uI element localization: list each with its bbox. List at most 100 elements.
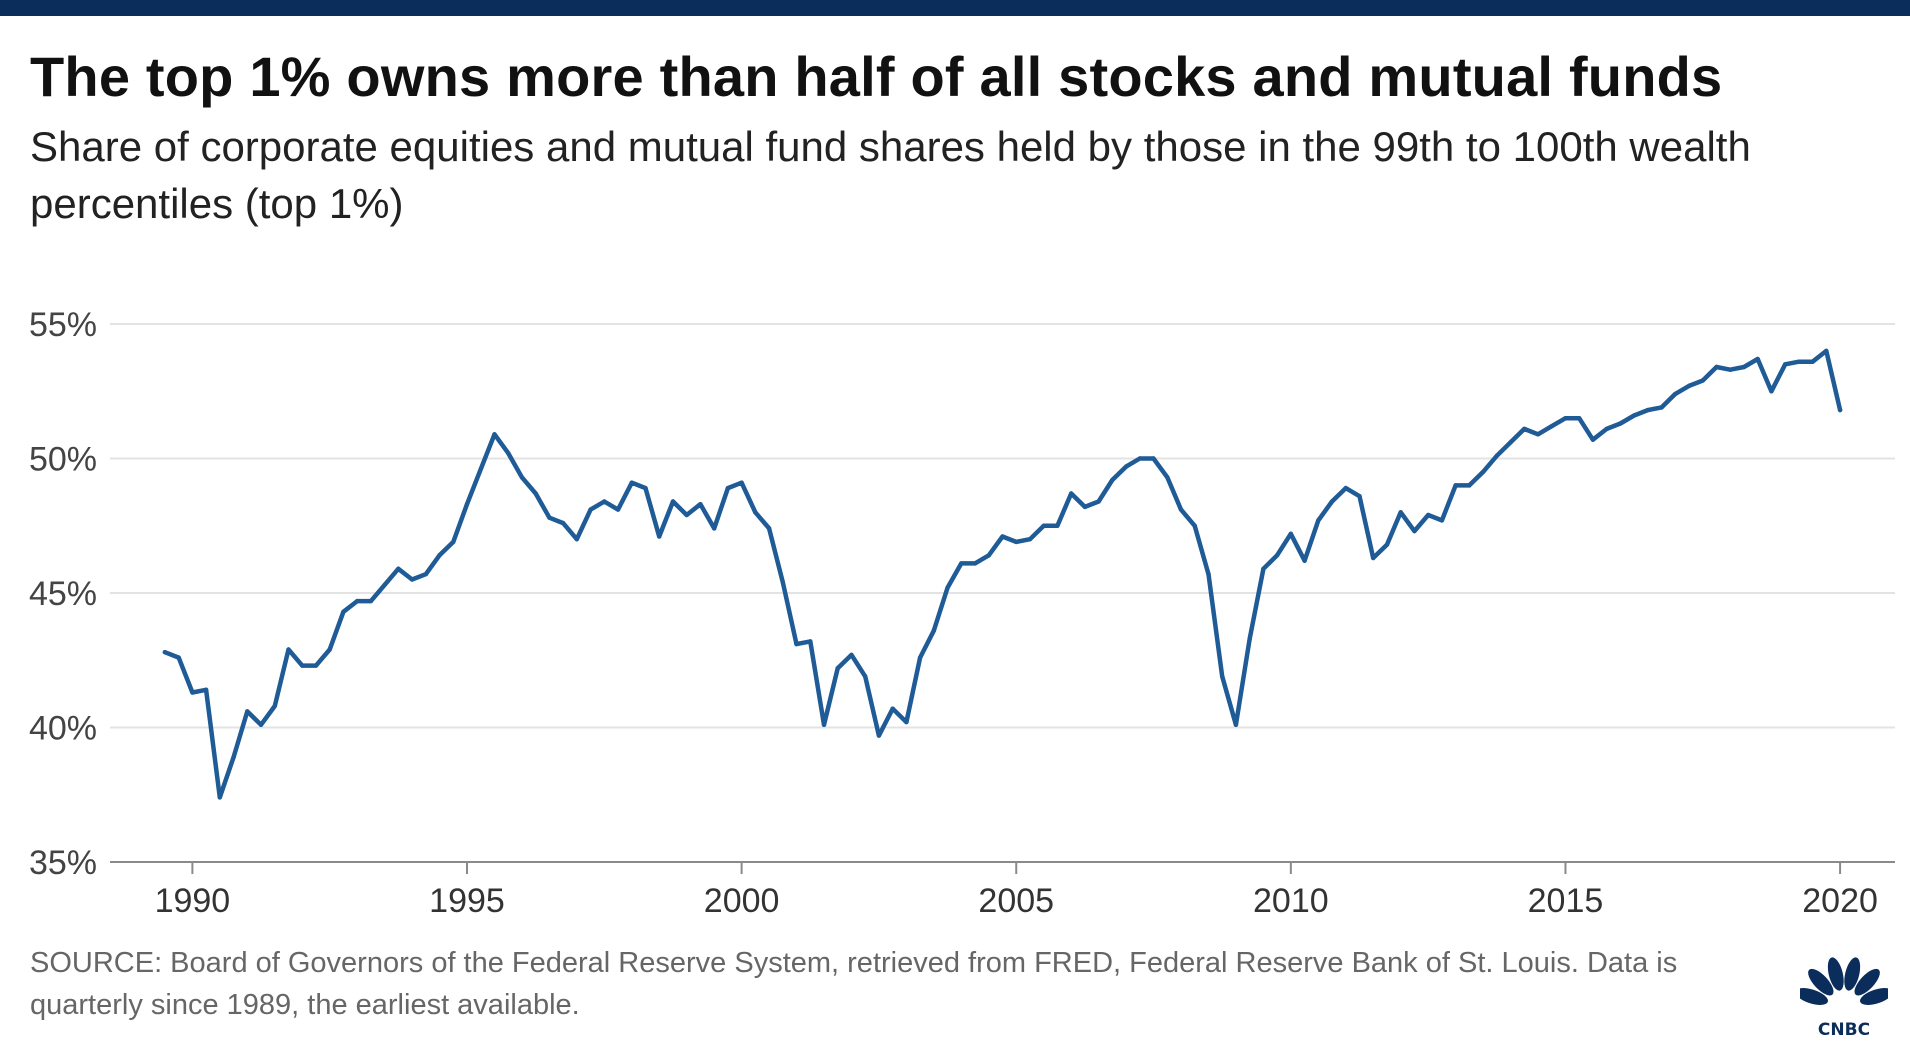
line-chart: 35% 40% 45% 50% 55% 1990 1995 2000 2005 2010 2015…: [29, 306, 1895, 920]
nbc-peacock-icon: [1800, 957, 1888, 1005]
data-point: [1384, 542, 1390, 547]
data-point: [1563, 416, 1568, 421]
data-point: [1783, 362, 1788, 367]
series-line-top-1-percent-share: [162, 348, 1843, 800]
data-point: [423, 572, 428, 577]
data-point: [725, 485, 731, 491]
data-point: [670, 499, 676, 504]
data-point: [1426, 512, 1431, 518]
x-tick-label: 2000: [704, 882, 780, 920]
data-point: [739, 480, 744, 485]
data-point: [1329, 499, 1335, 504]
data-point: [959, 561, 964, 566]
y-tick-label: 50%: [29, 441, 97, 479]
data-point: [876, 733, 882, 738]
data-point: [1714, 364, 1719, 370]
data-point: [835, 666, 840, 671]
data-point: [547, 515, 552, 520]
data-point: [821, 722, 827, 727]
y-tick-label: 40%: [29, 710, 97, 748]
y-tick-label: 45%: [29, 575, 97, 613]
data-point: [753, 510, 758, 515]
data-point: [1755, 356, 1760, 362]
data-point: [629, 480, 634, 485]
data-point: [272, 703, 277, 709]
data-point: [917, 655, 923, 660]
data-point: [286, 647, 291, 652]
data-point: [519, 475, 525, 480]
data-point: [849, 652, 854, 658]
data-point: [931, 628, 936, 633]
data-point: [327, 647, 332, 652]
data-point: [1192, 523, 1197, 528]
data-point: [382, 582, 387, 588]
data-point: [355, 598, 360, 604]
data-point: [1590, 437, 1596, 442]
data-point: [1824, 348, 1829, 354]
data-point: [1508, 440, 1513, 445]
data-point: [437, 553, 442, 558]
data-point: [341, 609, 346, 614]
data-point: [1796, 359, 1802, 364]
data-point: [231, 754, 236, 760]
data-point: [1577, 416, 1582, 421]
data-point: [766, 526, 772, 531]
data-point: [657, 534, 662, 539]
data-point: [1535, 432, 1541, 437]
data-point: [972, 561, 978, 566]
top-accent-bar: [0, 0, 1910, 16]
data-point: [794, 641, 799, 647]
data-point: [890, 706, 895, 711]
data-point: [1810, 359, 1815, 364]
data-point: [1069, 491, 1074, 496]
x-tick-label: 1990: [155, 882, 231, 920]
data-point: [1220, 674, 1225, 679]
data-point: [1371, 555, 1376, 561]
data-point: [1343, 485, 1349, 491]
data-point: [1837, 407, 1843, 413]
data-point: [1261, 566, 1266, 571]
data-point: [560, 520, 566, 526]
data-point: [1686, 383, 1692, 389]
data-point: [396, 566, 401, 571]
data-point: [1274, 553, 1280, 558]
data-point: [1178, 507, 1184, 512]
data-point: [1631, 413, 1637, 418]
data-point: [1659, 405, 1664, 410]
data-point: [1206, 572, 1211, 577]
data-point: [1041, 523, 1046, 528]
chart-subtitle: Share of corporate equities and mutual f…: [30, 123, 1751, 227]
data-point: [533, 491, 538, 496]
data-point: [492, 432, 497, 437]
cnbc-wordmark: CNBC: [1818, 1020, 1870, 1040]
data-point: [1673, 391, 1678, 397]
data-point: [945, 585, 950, 590]
x-tick-label: 2005: [978, 882, 1054, 920]
data-point: [698, 502, 703, 507]
data-point: [1700, 378, 1706, 383]
data-point: [1439, 518, 1445, 523]
data-point: [190, 690, 195, 695]
x-tick-label: 2010: [1253, 882, 1329, 920]
data-point: [602, 499, 607, 504]
data-point: [1480, 469, 1486, 475]
data-point: [1741, 364, 1747, 370]
data-point: [1000, 534, 1005, 539]
y-tick-label: 35%: [29, 844, 97, 882]
data-point: [1110, 477, 1115, 483]
data-point: [1522, 426, 1527, 432]
data-point: [478, 467, 483, 472]
data-point: [217, 795, 222, 800]
data-point: [588, 507, 593, 512]
data-point: [176, 655, 181, 660]
source-note: SOURCE: Board of Governors of the Federa…: [30, 947, 1678, 1021]
data-point: [643, 485, 648, 491]
data-point: [300, 663, 305, 668]
data-point: [712, 526, 717, 531]
data-point: [162, 650, 168, 655]
data-point: [1645, 407, 1651, 413]
x-tick-label: 2015: [1528, 882, 1604, 920]
data-point: [245, 709, 250, 714]
data-point: [1412, 528, 1417, 534]
data-point: [1027, 537, 1033, 542]
